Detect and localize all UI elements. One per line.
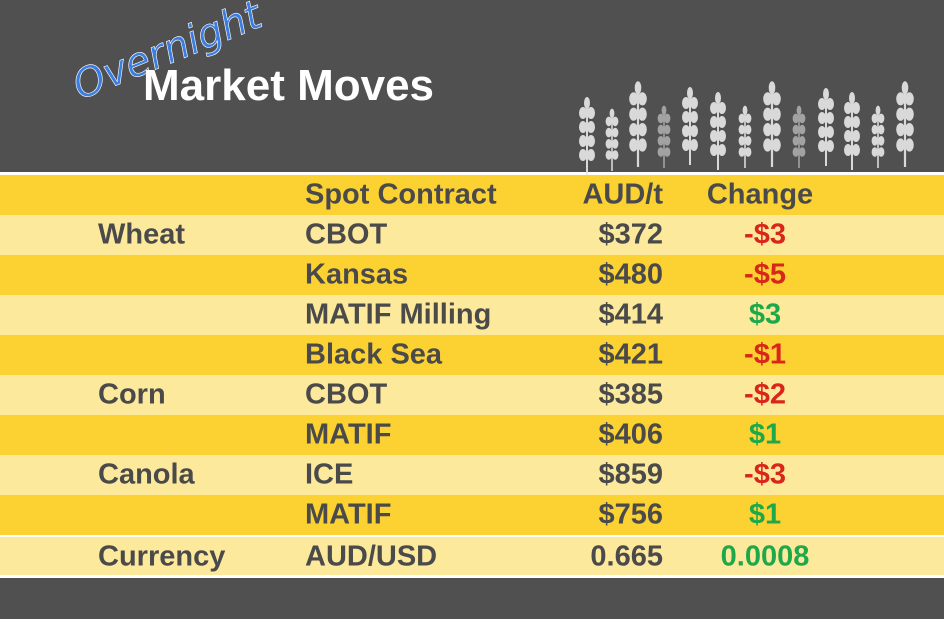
price: $372 bbox=[598, 219, 663, 251]
row-band bbox=[0, 375, 944, 415]
contract: Kansas bbox=[305, 259, 408, 291]
change: -$1 bbox=[744, 339, 786, 371]
header-band bbox=[0, 0, 944, 172]
contract: Black Sea bbox=[305, 339, 443, 371]
change: $3 bbox=[749, 299, 781, 331]
price: $480 bbox=[598, 259, 663, 291]
contract: CBOT bbox=[305, 219, 387, 251]
table-body: Wheat CBOT $372 -$3 Kansas $480 -$5 MATIF Milli… bbox=[0, 215, 944, 575]
contract: CBOT bbox=[305, 379, 387, 411]
commodity: Canola bbox=[98, 459, 196, 491]
row-band bbox=[0, 255, 944, 295]
row-band bbox=[0, 335, 944, 375]
price: $414 bbox=[598, 299, 663, 331]
change: $1 bbox=[749, 419, 781, 451]
price: $385 bbox=[598, 379, 663, 411]
commodity: Wheat bbox=[98, 219, 185, 251]
column-header-band bbox=[0, 175, 944, 215]
contract: ICE bbox=[305, 459, 353, 491]
change: 0.0008 bbox=[721, 541, 810, 573]
commodity: Corn bbox=[98, 379, 166, 411]
change: -$5 bbox=[744, 259, 786, 291]
change: $1 bbox=[749, 499, 781, 531]
row-band bbox=[0, 215, 944, 255]
price: 0.665 bbox=[590, 541, 663, 573]
change: -$3 bbox=[744, 459, 786, 491]
change: -$3 bbox=[744, 219, 786, 251]
contract: MATIF Milling bbox=[305, 299, 491, 331]
price: $421 bbox=[598, 339, 663, 371]
row-band bbox=[0, 495, 944, 535]
row-band bbox=[0, 537, 944, 575]
footer-band bbox=[0, 578, 944, 619]
column-header: Spot Contract bbox=[305, 179, 497, 211]
column-header: AUD/t bbox=[582, 179, 663, 211]
row-band bbox=[0, 415, 944, 455]
row-band bbox=[0, 295, 944, 335]
contract: MATIF bbox=[305, 499, 391, 531]
commodity: Currency bbox=[98, 541, 225, 573]
header-title: Market Moves bbox=[143, 61, 434, 110]
price: $406 bbox=[598, 419, 663, 451]
change: -$2 bbox=[744, 379, 786, 411]
column-header: Change bbox=[707, 179, 813, 211]
contract: MATIF bbox=[305, 419, 391, 451]
row-band bbox=[0, 455, 944, 495]
price: $756 bbox=[598, 499, 663, 531]
price: $859 bbox=[598, 459, 663, 491]
contract: AUD/USD bbox=[305, 541, 437, 573]
